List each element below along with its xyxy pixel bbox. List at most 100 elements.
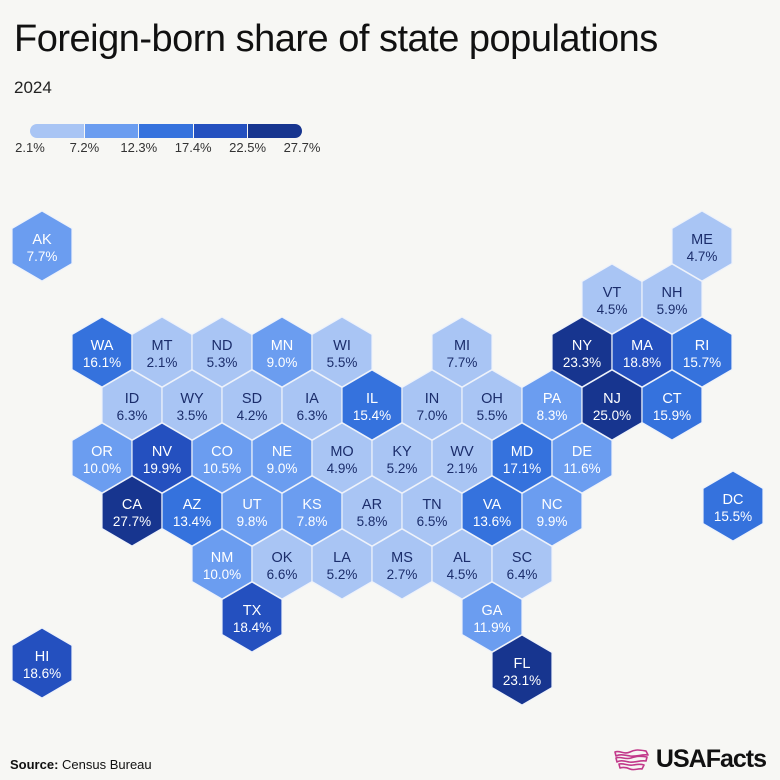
state-value: 2.1% [147, 355, 178, 370]
state-value: 6.4% [507, 567, 538, 582]
state-value: 6.6% [267, 567, 298, 582]
state-code: NV [152, 444, 172, 460]
state-value: 13.6% [473, 514, 511, 529]
legend-bin-5 [248, 124, 302, 138]
state-code: NM [211, 550, 234, 566]
color-legend: 2.1% 7.2% 12.3% 17.4% 22.5% 27.7% [15, 124, 320, 158]
state-value: 6.3% [297, 408, 328, 423]
state-hex-wy: WY3.5% [161, 369, 223, 441]
state-code: NC [542, 497, 563, 513]
state-code: CO [211, 444, 233, 460]
state-code: DE [572, 444, 592, 460]
state-value: 9.9% [537, 514, 568, 529]
state-value: 4.5% [597, 302, 628, 317]
legend-tick: 12.3% [120, 140, 158, 155]
state-hex-ar: AR5.8% [341, 475, 403, 547]
state-value: 15.9% [653, 408, 691, 423]
state-value: 7.8% [297, 514, 328, 529]
state-code: IA [305, 391, 319, 407]
state-value: 4.2% [237, 408, 268, 423]
state-code: MT [152, 338, 173, 354]
state-value: 5.5% [327, 355, 358, 370]
state-code: NY [572, 338, 592, 354]
state-value: 6.3% [117, 408, 148, 423]
state-value: 9.0% [267, 355, 298, 370]
legend-bin-4 [193, 124, 249, 138]
legend-ticks: 2.1% 7.2% 12.3% 17.4% 22.5% 27.7% [15, 140, 320, 158]
state-value: 7.0% [417, 408, 448, 423]
state-value: 4.9% [327, 461, 358, 476]
source-value: Census Bureau [62, 757, 152, 772]
state-code: OR [91, 444, 113, 460]
legend-color-bar [30, 124, 302, 138]
state-code: AK [32, 232, 52, 248]
state-value: 16.1% [83, 355, 121, 370]
state-code: MA [631, 338, 653, 354]
state-value: 2.7% [387, 567, 418, 582]
state-code: MO [330, 444, 353, 460]
state-value: 25.0% [593, 408, 631, 423]
usa-flag-map-icon [614, 748, 649, 771]
state-code: ID [125, 391, 140, 407]
state-code: SC [512, 550, 532, 566]
state-code: CA [122, 497, 142, 513]
state-code: ME [691, 232, 713, 248]
legend-tick: 7.2% [69, 140, 100, 155]
state-value: 7.7% [27, 249, 58, 264]
state-value: 3.5% [177, 408, 208, 423]
state-code: CT [662, 391, 681, 407]
state-value: 15.5% [714, 509, 752, 524]
state-code: MD [511, 444, 534, 460]
state-code: WI [333, 338, 351, 354]
state-code: WV [450, 444, 474, 460]
state-code: RI [695, 338, 710, 354]
chart-title: Foreign-born share of state populations [14, 18, 658, 60]
legend-tick: 22.5% [229, 140, 267, 155]
state-hex-tn: TN6.5% [401, 475, 463, 547]
state-code: WY [180, 391, 204, 407]
state-code: KS [302, 497, 321, 513]
state-value: 18.8% [623, 355, 661, 370]
state-value: 5.8% [357, 514, 388, 529]
state-code: VA [483, 497, 502, 513]
state-value: 23.3% [563, 355, 601, 370]
state-code: UT [242, 497, 261, 513]
hex-shape [11, 627, 73, 699]
state-value: 13.4% [173, 514, 211, 529]
state-code: AR [362, 497, 382, 513]
state-code: FL [514, 656, 531, 672]
state-code: NE [272, 444, 292, 460]
state-value: 27.7% [113, 514, 151, 529]
hex-shape [11, 210, 73, 282]
state-value: 10.0% [83, 461, 121, 476]
state-value: 10.0% [203, 567, 241, 582]
state-code: OH [481, 391, 503, 407]
state-code: LA [333, 550, 351, 566]
state-code: MS [391, 550, 413, 566]
legend-bin-1 [30, 124, 85, 138]
state-hex-mo: MO4.9% [311, 422, 373, 494]
state-code: NJ [603, 391, 621, 407]
state-value: 9.0% [267, 461, 298, 476]
state-hex-ok: OK6.6% [251, 528, 313, 600]
chart-subtitle: 2024 [14, 78, 52, 97]
state-value: 11.9% [473, 620, 510, 635]
state-value: 2.1% [447, 461, 478, 476]
state-code: AL [453, 550, 471, 566]
state-value: 15.7% [683, 355, 721, 370]
state-code: IL [366, 391, 378, 407]
state-code: ND [212, 338, 233, 354]
state-code: PA [543, 391, 562, 407]
state-code: VT [603, 285, 622, 301]
